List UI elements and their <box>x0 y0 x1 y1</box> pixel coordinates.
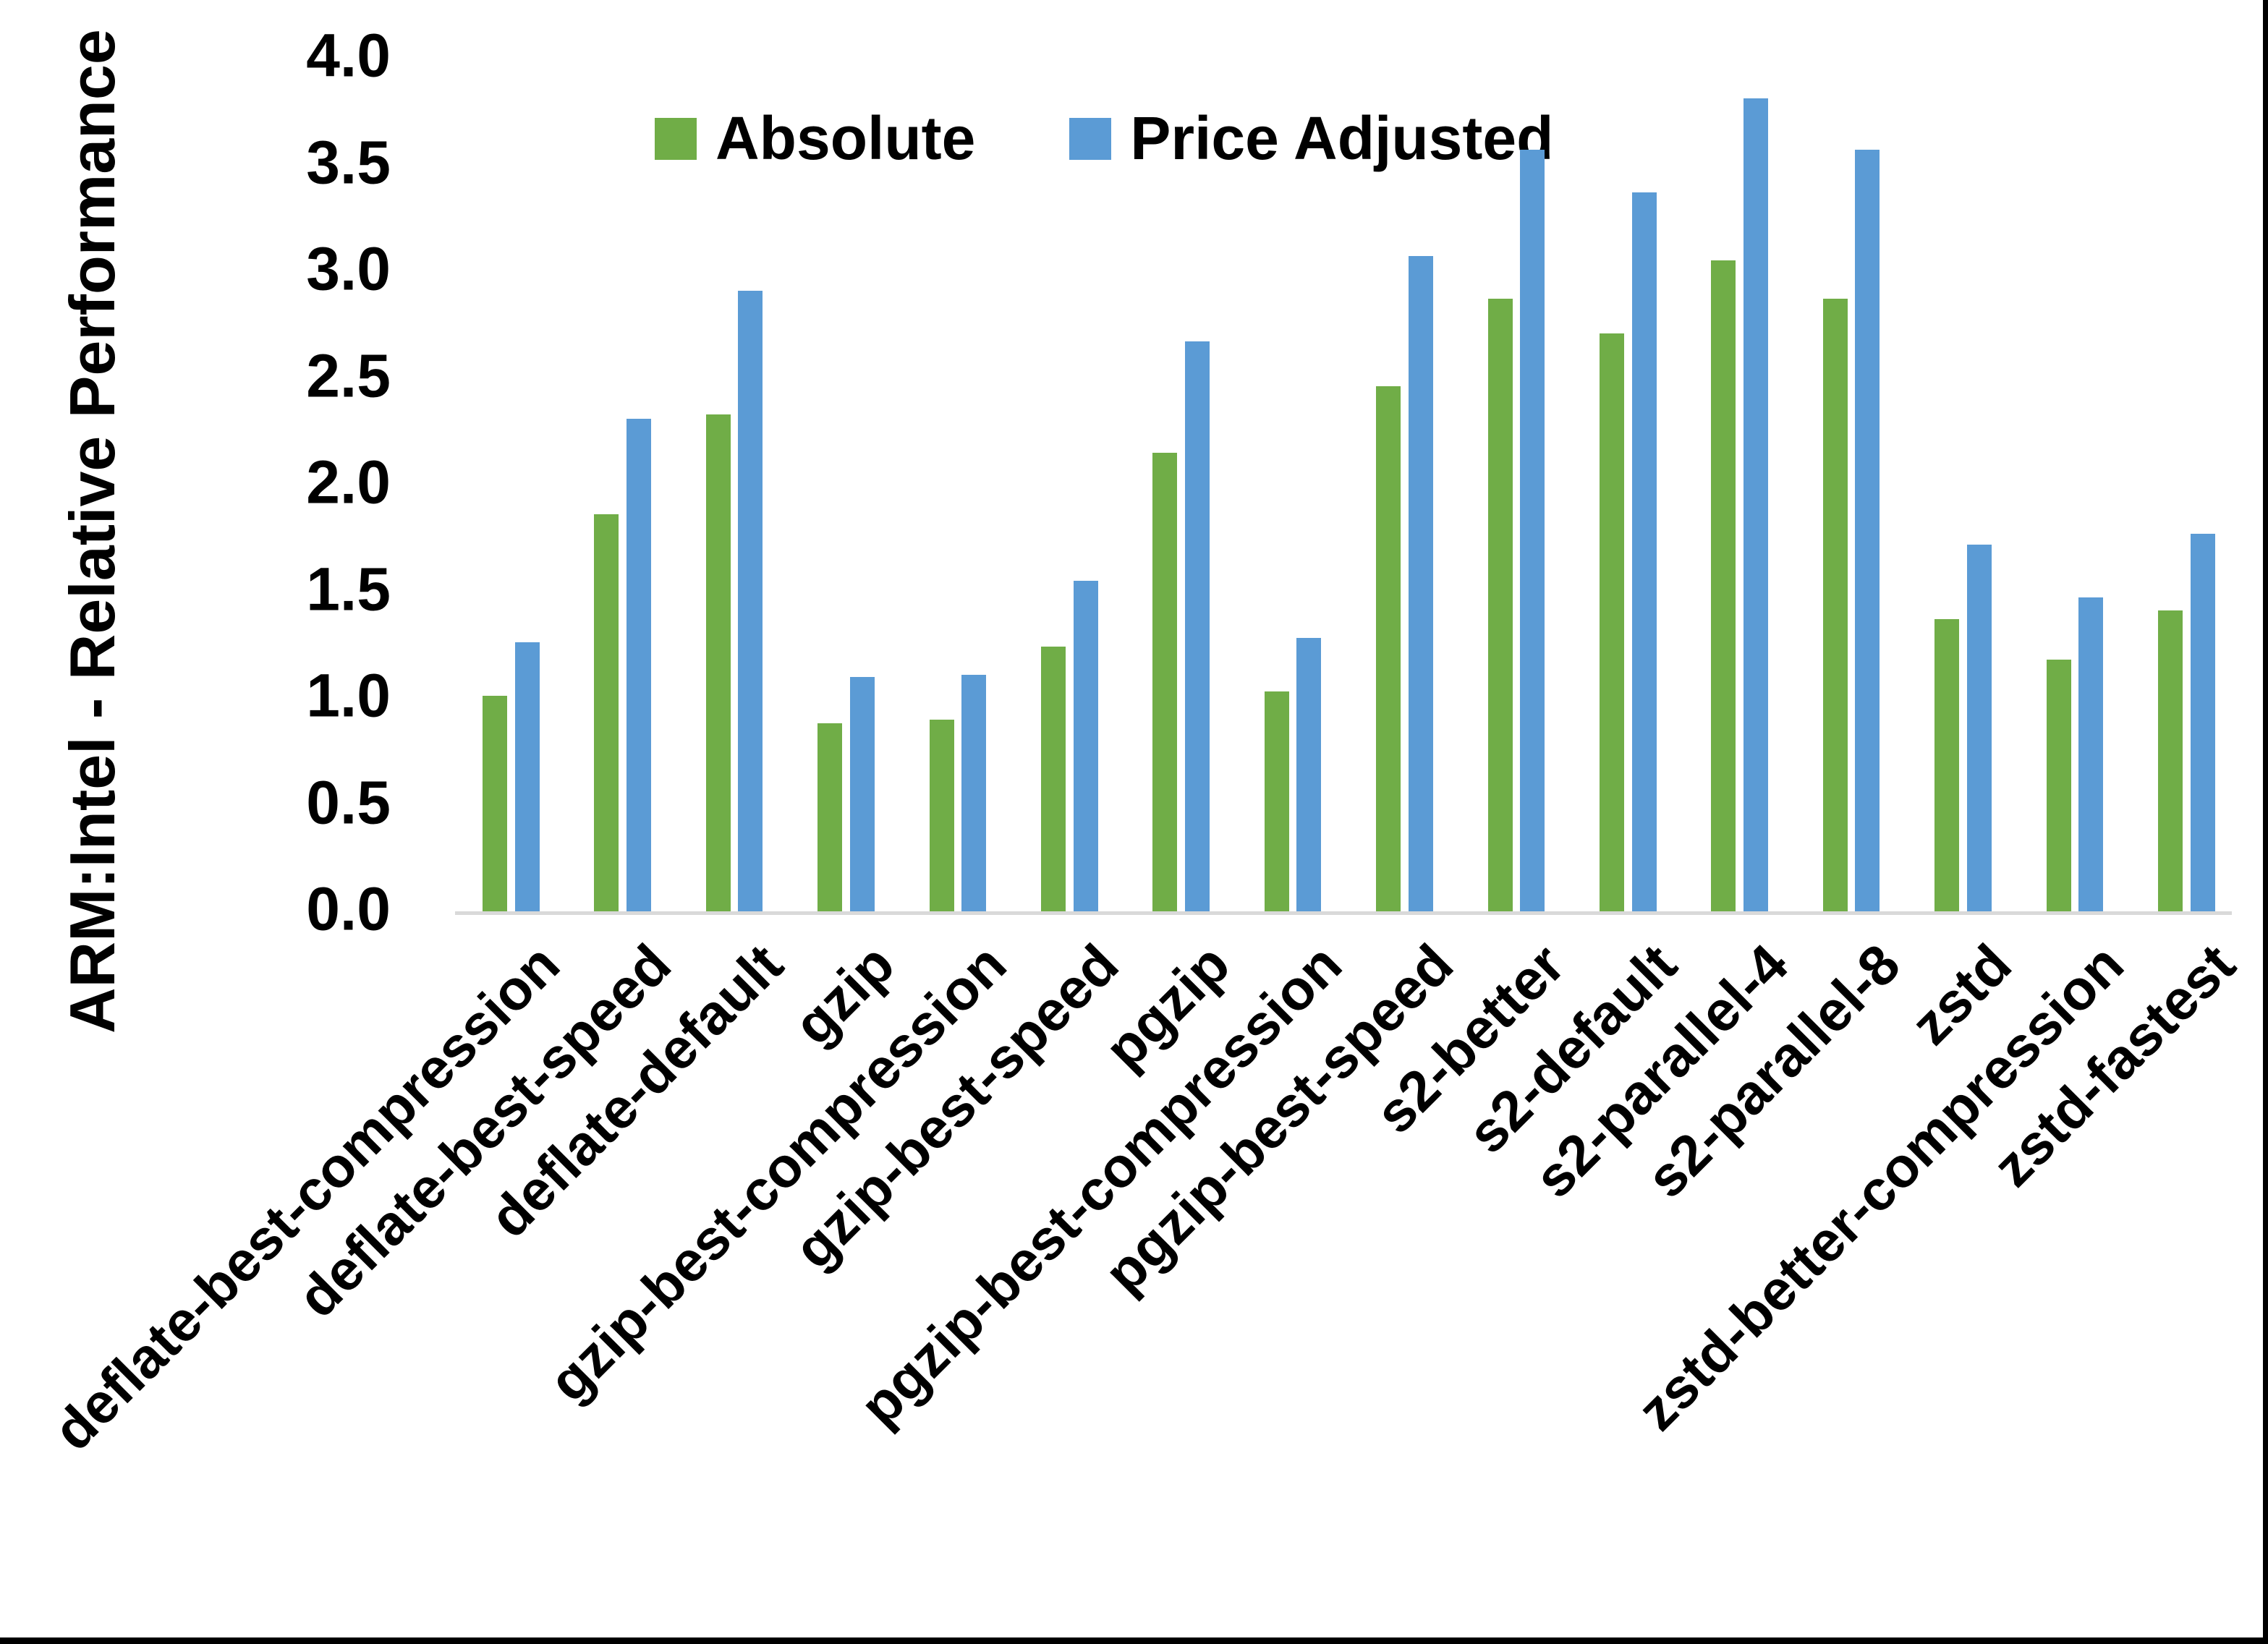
bar-price-adjusted-zstd <box>1966 544 1992 911</box>
legend-swatch-absolute-icon <box>655 117 697 160</box>
bar-absolute-gzip-best-compression <box>929 719 954 911</box>
y-axis-title: ARM:Intel - Relative Performance <box>56 29 128 1034</box>
legend: Absolute Price Adjusted <box>655 103 1553 174</box>
bar-price-adjusted-pgzip <box>1184 341 1210 911</box>
bar-absolute-s2-default <box>1600 333 1624 911</box>
y-tick-label: 3.5 <box>306 128 391 197</box>
bar-price-adjusted-pgzip-best-compression <box>1296 638 1322 911</box>
bar-absolute-s2-parallel-8 <box>1822 299 1848 911</box>
bar-absolute-pgzip <box>1152 452 1178 911</box>
bar-absolute-gzip <box>817 723 843 911</box>
legend-label-absolute: Absolute <box>715 104 976 172</box>
legend-item-price-adjusted: Price Adjusted <box>1069 103 1553 174</box>
bar-price-adjusted-s2-parallel-8 <box>1855 149 1880 911</box>
bar-price-adjusted-s2-parallel-4 <box>1743 98 1768 911</box>
bar-absolute-deflate-default <box>705 414 731 911</box>
y-tick-label: 2.0 <box>306 448 391 516</box>
bottom-border <box>0 1637 2268 1644</box>
bar-absolute-zstd <box>1934 618 1960 911</box>
bar-price-adjusted-deflate-default <box>738 290 763 911</box>
bar-absolute-pgzip-best-compression <box>1264 691 1289 911</box>
y-tick-label: 3.0 <box>306 234 391 303</box>
bar-price-adjusted-gzip <box>849 676 875 911</box>
y-tick-label: 1.0 <box>306 661 391 730</box>
bar-absolute-pgzip-best-speed <box>1376 386 1401 911</box>
right-border <box>2263 0 2268 1644</box>
bar-absolute-zstd-fastest <box>2158 610 2183 911</box>
bar-price-adjusted-deflate-best-compression <box>514 642 540 911</box>
bar-absolute-zstd-better-compression <box>2046 659 2071 911</box>
bar-price-adjusted-deflate-best-speed <box>626 418 651 911</box>
legend-swatch-price-adjusted-icon <box>1069 117 1112 160</box>
bar-absolute-gzip-best-speed <box>1041 647 1066 911</box>
bar-price-adjusted-gzip-best-speed <box>1073 580 1098 911</box>
bar-price-adjusted-pgzip-best-speed <box>1408 256 1433 911</box>
bar-absolute-deflate-best-speed <box>594 514 619 911</box>
legend-item-absolute: Absolute <box>655 103 975 174</box>
y-tick-label: 0.5 <box>306 768 391 837</box>
x-axis-line <box>455 911 2232 915</box>
bar-price-adjusted-s2-default <box>1631 192 1657 911</box>
bar-price-adjusted-zstd-better-compression <box>2078 597 2104 911</box>
bar-absolute-deflate-best-compression <box>483 696 507 911</box>
y-tick-label: 4.0 <box>306 21 391 90</box>
y-tick-label: 1.5 <box>306 555 391 623</box>
bar-price-adjusted-gzip-best-compression <box>961 674 987 911</box>
legend-label-price-adjusted: Price Adjusted <box>1130 104 1554 172</box>
y-tick-label: 0.0 <box>306 874 391 943</box>
bar-price-adjusted-zstd-fastest <box>2190 533 2215 911</box>
y-tick-label: 2.5 <box>306 341 391 410</box>
bar-price-adjusted-s2-better <box>1520 149 1545 911</box>
bar-absolute-s2-parallel-4 <box>1711 260 1736 911</box>
bar-absolute-s2-better <box>1487 299 1513 911</box>
